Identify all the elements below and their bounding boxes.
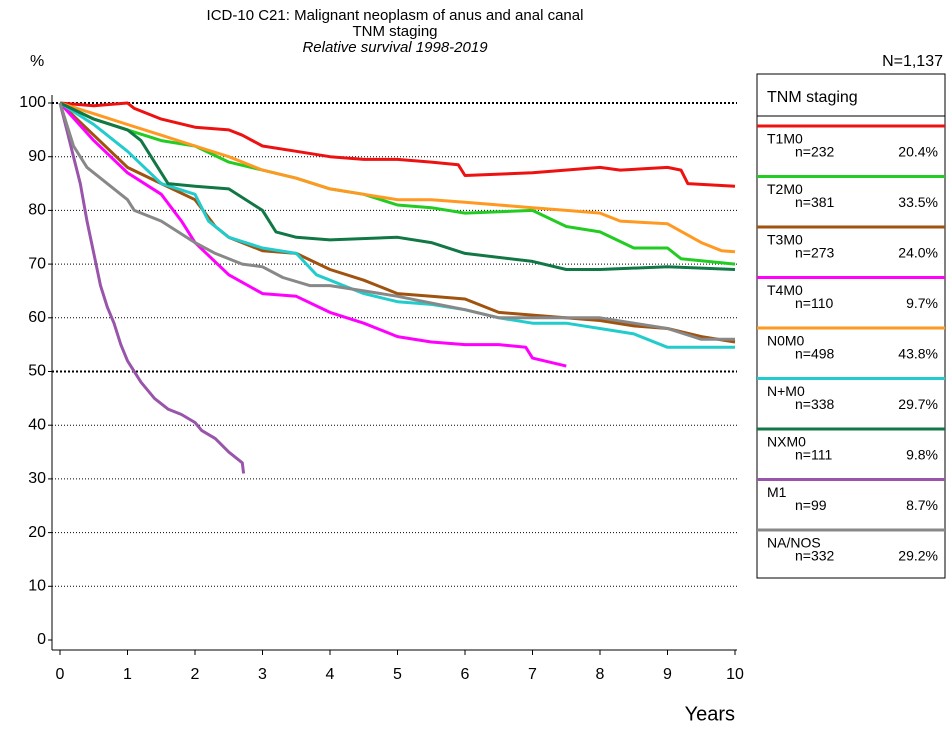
legend-label: T3M0 (767, 232, 803, 248)
survival-line (58, 102, 246, 474)
x-tick-label: 9 (663, 666, 672, 683)
legend-share: 24.0% (898, 245, 938, 261)
legend-label: NXM0 (767, 434, 806, 450)
y-tick-label: 20 (28, 524, 46, 541)
survival-line (58, 101, 567, 368)
x-tick-label: 8 (596, 666, 605, 683)
legend-share: 9.8% (906, 447, 938, 463)
legend-label: T1M0 (767, 131, 803, 147)
x-tick-label: 4 (326, 666, 335, 683)
legend-count: n=273 (795, 245, 835, 261)
y-tick-label: 10 (28, 578, 46, 595)
y-tick-label: 100 (19, 94, 46, 111)
legend-count: n=338 (795, 396, 835, 412)
legend-count: n=232 (795, 144, 835, 160)
legend-share: 20.4% (898, 144, 938, 160)
x-tick-label: 5 (393, 666, 402, 683)
x-tick-label: 0 (56, 666, 65, 683)
y-tick-label: 50 (28, 363, 46, 380)
x-axis-label: Years (685, 703, 735, 725)
legend-share: 9.7% (906, 295, 938, 311)
survival-line (59, 101, 736, 188)
survival-line (58, 102, 735, 341)
legend-count: n=381 (795, 194, 835, 210)
chart-caption: Relative survival 1998-2019 (302, 39, 488, 56)
x-tick-label: 2 (191, 666, 200, 683)
y-tick-label: 90 (28, 148, 46, 165)
x-tick-label: 10 (726, 666, 744, 683)
x-tick-label: 7 (528, 666, 537, 683)
y-tick-label: 60 (28, 309, 46, 326)
survival-line (59, 101, 736, 271)
legend-share: 8.7% (906, 497, 938, 513)
survival-line (58, 101, 736, 344)
total-label: N=1,137 (882, 53, 943, 70)
x-tick-label: 6 (461, 666, 470, 683)
y-tick-label: 30 (28, 470, 46, 487)
y-tick-label: 0 (37, 631, 46, 648)
y-tick-label: 80 (28, 202, 46, 219)
survival-line (59, 101, 736, 254)
legend-label: T2M0 (767, 181, 803, 197)
chart-subtitle: TNM staging (352, 23, 437, 40)
legend-count: n=99 (795, 497, 827, 513)
legend-count: n=110 (795, 295, 833, 311)
x-tick-label: 1 (123, 666, 132, 683)
legend-share: 33.5% (898, 194, 938, 210)
legend-title: TNM staging (767, 89, 858, 106)
legend-box (756, 73, 946, 579)
y-axis-label: % (30, 53, 44, 70)
legend-label: M1 (767, 484, 787, 500)
legend-label: N0M0 (767, 333, 805, 349)
survival-line (59, 101, 736, 266)
legend-count: n=332 (795, 548, 835, 564)
y-tick-label: 70 (28, 255, 46, 272)
legend-label: T4M0 (767, 282, 803, 298)
chart-title: ICD-10 C21: Malignant neoplasm of anus a… (207, 7, 584, 24)
y-tick-label: 40 (28, 416, 46, 433)
x-tick-label: 3 (258, 666, 267, 683)
legend-count: n=498 (795, 346, 835, 362)
legend-share: 29.2% (898, 548, 938, 564)
legend-label: NA/NOS (767, 535, 821, 551)
legend-share: 29.7% (898, 396, 938, 412)
legend-share: 43.8% (898, 346, 938, 362)
legend-count: n=111 (795, 447, 832, 463)
legend-label: N+M0 (767, 383, 805, 399)
